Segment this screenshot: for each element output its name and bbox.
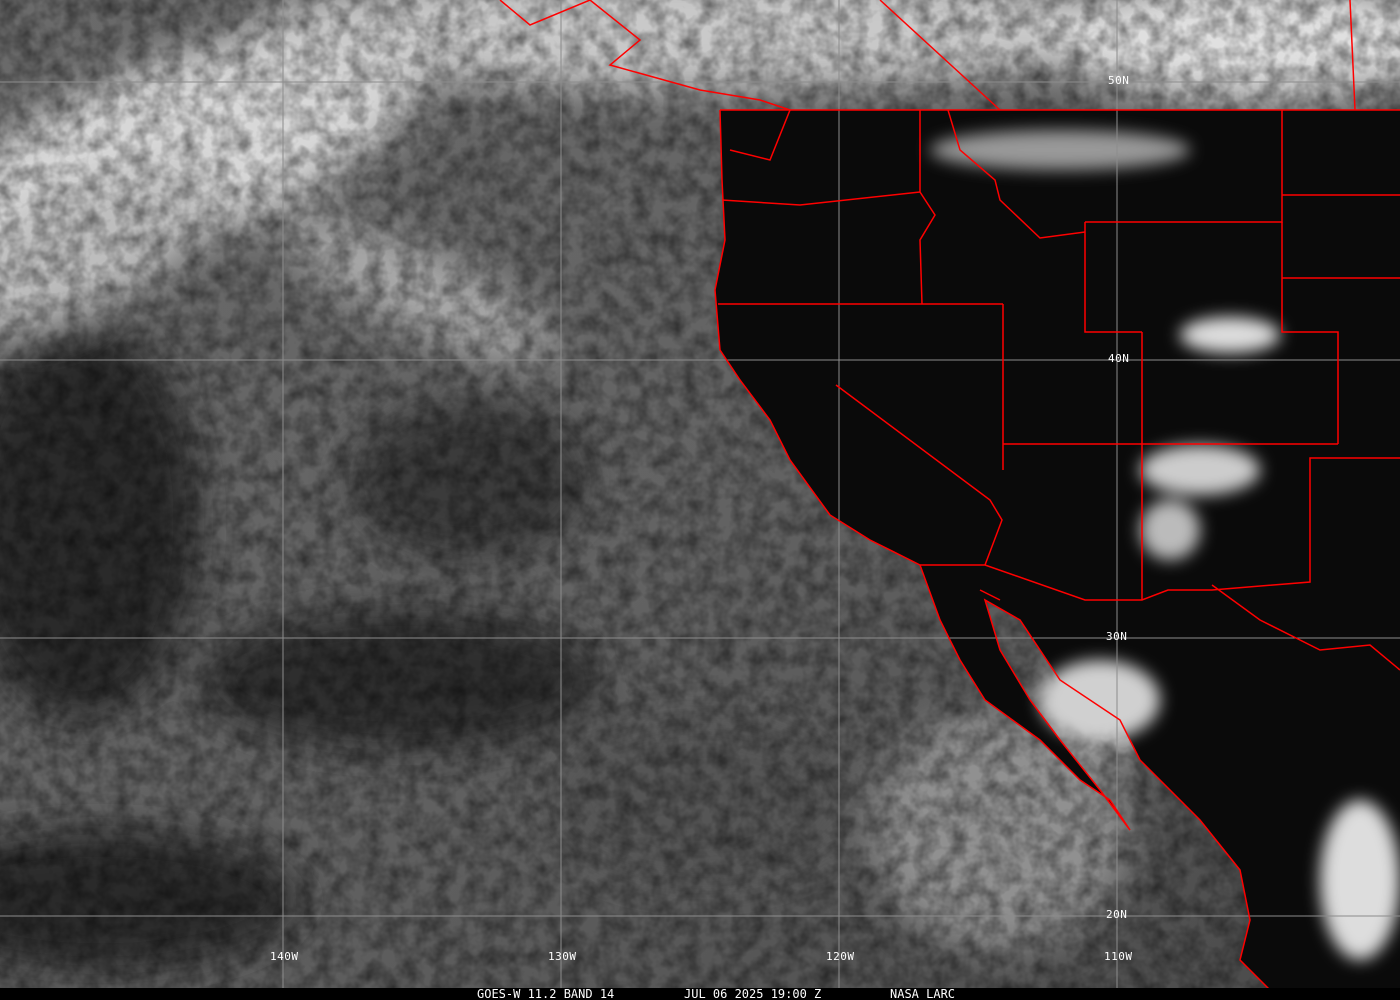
caption-channel: GOES-W 11.2 BAND 14 bbox=[477, 987, 615, 1000]
coastline bbox=[714, 109, 1271, 991]
caption-datetime: JUL 06 2025 19:00 Z bbox=[684, 987, 822, 1000]
idaho-west-border bbox=[919, 110, 936, 305]
lat-label-40n: 40N bbox=[1108, 352, 1130, 365]
lat-label-30n: 30N bbox=[1106, 630, 1128, 643]
canada-coast bbox=[499, 0, 791, 161]
wa-or-border bbox=[721, 191, 921, 206]
lon-label-110w: 110W bbox=[1104, 950, 1133, 963]
lon-label-140w: 140W bbox=[270, 950, 299, 963]
us-mexico-border bbox=[920, 457, 1400, 601]
lat-label-20n: 20N bbox=[1106, 908, 1128, 921]
caption-bar: GOES-W 11.2 BAND 14 JUL 06 2025 19:00 Z … bbox=[0, 988, 1400, 1000]
lon-label-130w: 130W bbox=[548, 950, 577, 963]
lat-label-50n: 50N bbox=[1108, 74, 1130, 87]
political-borders bbox=[499, 0, 1400, 991]
caption-source: NASA LARC bbox=[890, 987, 956, 1000]
lon-label-120w: 120W bbox=[826, 950, 855, 963]
land-clouds bbox=[930, 130, 1400, 960]
ca-nv-border bbox=[835, 384, 1003, 566]
